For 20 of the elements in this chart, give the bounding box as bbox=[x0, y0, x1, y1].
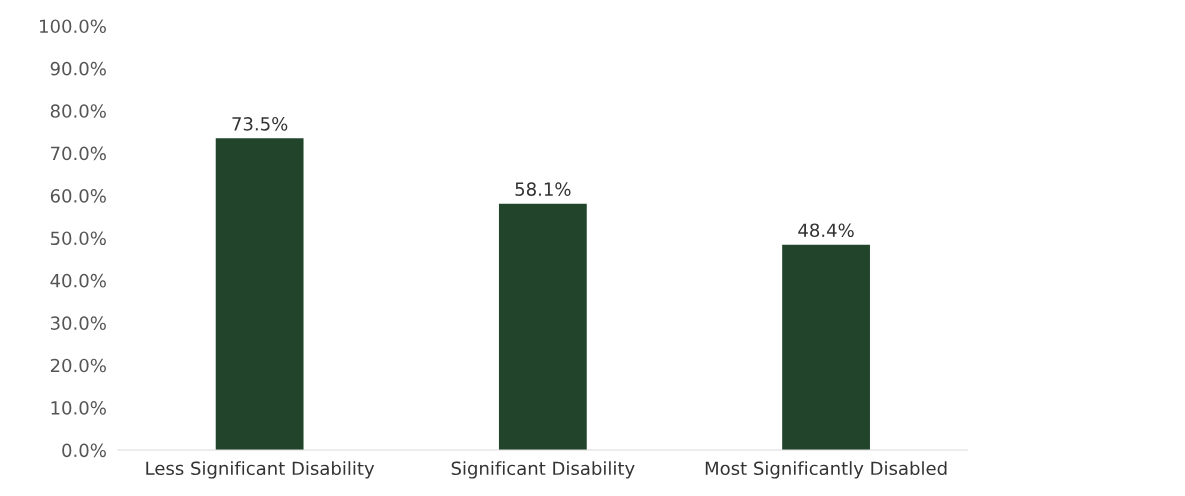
y-tick-label: 0.0% bbox=[62, 443, 106, 458]
y-tick-label: 80.0% bbox=[50, 104, 106, 118]
y-tick-label: 60.0% bbox=[50, 189, 106, 203]
data-label: 73.5% bbox=[232, 117, 288, 131]
bar bbox=[215, 138, 304, 451]
data-label: 58.1% bbox=[515, 182, 571, 196]
x-tick-label: Significant Disability bbox=[451, 461, 635, 479]
x-tick-label: Most Significantly Disabled bbox=[705, 461, 947, 479]
x-tick-label: Less Significant Disability bbox=[146, 461, 375, 479]
y-tick-label: 20.0% bbox=[50, 358, 106, 373]
y-tick-label: 40.0% bbox=[50, 273, 106, 288]
bar bbox=[498, 203, 587, 451]
y-tick-label: 100.0% bbox=[40, 19, 106, 34]
y-tick-label: 90.0% bbox=[50, 61, 106, 76]
y-tick-label: 50.0% bbox=[50, 231, 106, 246]
y-tick-label: 10.0% bbox=[51, 401, 106, 415]
y-tick-label: 30.0% bbox=[50, 316, 106, 330]
data-label: 48.4% bbox=[798, 223, 854, 238]
y-tick-label: 70.0% bbox=[51, 146, 106, 161]
bar bbox=[782, 244, 870, 451]
